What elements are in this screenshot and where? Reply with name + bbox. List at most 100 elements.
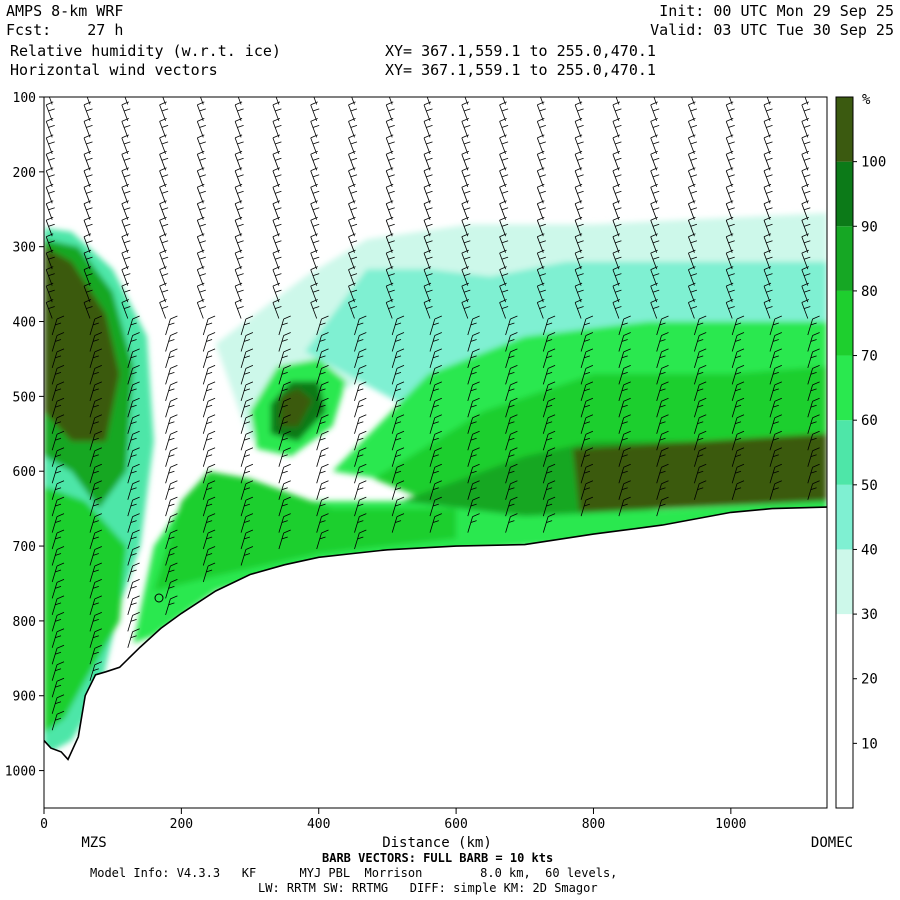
wind-barb	[656, 348, 669, 369]
wind-barb	[580, 463, 594, 484]
wind-barb	[165, 332, 178, 352]
wind-barb	[499, 167, 509, 187]
wind-barb	[234, 266, 244, 286]
wind-barb	[354, 348, 367, 369]
wind-barb	[354, 397, 367, 418]
wind-barb	[316, 513, 329, 533]
wind-barb	[769, 480, 782, 500]
wind-barb	[725, 167, 735, 187]
wind-barb	[801, 266, 811, 286]
wind-barb	[694, 381, 707, 402]
rh-field-blur	[44, 213, 827, 756]
wind-barb	[234, 233, 244, 253]
wind-barb	[763, 101, 773, 122]
wind-barb	[801, 167, 811, 187]
wind-barb	[127, 480, 140, 500]
wind-barb	[165, 365, 178, 385]
colorbar-tick-label: 80	[861, 284, 878, 300]
wind-barb	[240, 365, 254, 385]
wind-barb	[202, 332, 216, 352]
wind-barb	[196, 101, 206, 122]
wind-barb	[731, 381, 745, 402]
wind-barb	[121, 266, 131, 286]
wind-barb	[51, 414, 65, 434]
wind-barb	[278, 447, 291, 467]
wind-barb	[272, 233, 282, 253]
wind-barb	[51, 348, 65, 369]
wind-barb	[618, 315, 631, 336]
wind-barb	[688, 150, 698, 171]
wind-barb	[656, 430, 669, 451]
colorbar-band	[836, 161, 853, 227]
wind-barb	[348, 200, 358, 220]
wind-barb	[694, 397, 707, 418]
wind-barb	[731, 365, 745, 385]
wind-barb	[278, 365, 291, 385]
wind-barb	[694, 348, 707, 369]
model-info: Model Info: V4.3.3 KF MYJ PBL Morrison 8…	[90, 866, 618, 880]
wind-barb	[51, 496, 65, 517]
wind-barb	[89, 529, 102, 550]
wind-barb	[127, 595, 140, 616]
x-tick-label: 800	[582, 817, 605, 832]
wind-barb	[278, 348, 291, 369]
wind-barb	[542, 447, 556, 467]
wind-barb	[391, 496, 405, 517]
wind-barb	[310, 101, 320, 122]
wind-barb	[89, 463, 102, 484]
wind-barb	[165, 529, 178, 550]
wind-barb	[45, 233, 55, 253]
valid-time: Valid: 03 UTC Tue 30 Sep 25	[650, 21, 894, 39]
wind-barb	[121, 134, 131, 155]
wind-barb	[278, 529, 291, 550]
wind-barb	[807, 365, 820, 385]
wind-barb	[51, 694, 65, 714]
wind-barb	[45, 101, 55, 122]
wind-barb	[272, 216, 282, 237]
wind-barb	[536, 216, 546, 237]
wind-barb	[429, 447, 442, 467]
wind-barb	[574, 266, 584, 286]
wind-barb	[51, 315, 65, 336]
wind-barb	[127, 546, 140, 566]
wind-barb	[725, 118, 735, 138]
wind-barb	[196, 118, 206, 138]
wind-barb	[580, 397, 594, 418]
wind-barb	[391, 365, 405, 385]
wind-barb	[202, 397, 216, 418]
wind-barb	[45, 249, 55, 270]
xy-line-2: XY= 367.1,559.1 to 255.0,470.1	[385, 61, 656, 79]
wind-barb	[801, 249, 811, 270]
x-tick-label: 600	[444, 817, 467, 832]
wind-barb	[807, 397, 820, 418]
wind-barb	[688, 118, 698, 138]
wind-barb	[196, 249, 206, 270]
wind-barb	[429, 365, 442, 385]
wind-barb	[278, 430, 291, 451]
wind-barb	[159, 150, 169, 171]
wind-barb	[505, 463, 518, 484]
wind-barb	[159, 167, 169, 187]
wind-barb	[354, 414, 367, 434]
wind-barb	[234, 249, 244, 270]
wind-barb	[612, 167, 622, 187]
wind-barb	[536, 101, 546, 122]
wind-barb	[278, 513, 291, 533]
wind-barb	[807, 430, 820, 451]
wind-barb	[234, 150, 244, 171]
y-tick-label: 300	[13, 241, 36, 256]
wind-barb	[51, 332, 65, 352]
wind-barb	[89, 628, 102, 648]
wind-barb	[83, 266, 93, 286]
wind-barb	[461, 299, 471, 319]
wind-barb	[162, 97, 166, 105]
wind-barb	[461, 282, 471, 303]
wind-barb	[51, 677, 65, 698]
wind-barb	[542, 463, 556, 484]
wind-barb	[499, 249, 509, 270]
wind-barb	[51, 644, 65, 665]
wind-barb	[127, 612, 140, 632]
wind-barb	[694, 332, 707, 352]
wind-barb	[196, 299, 206, 319]
